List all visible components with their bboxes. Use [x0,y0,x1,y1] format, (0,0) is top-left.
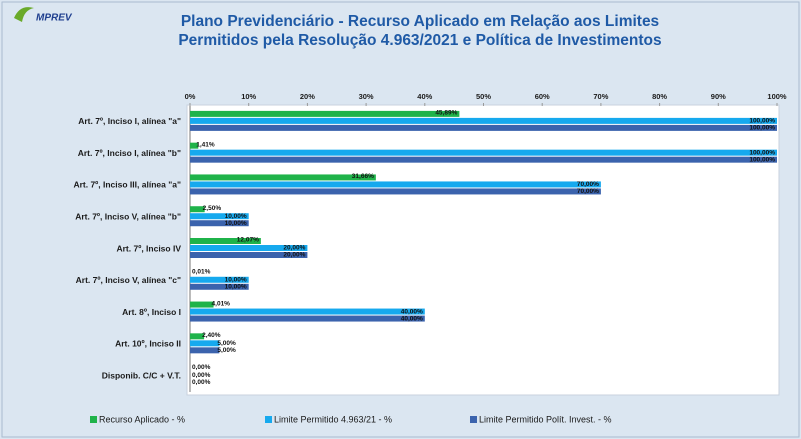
data-label: 0,00% [192,372,211,379]
bar [190,124,777,131]
bar [190,110,460,117]
bar [190,181,601,188]
data-label: 10,00% [225,213,247,220]
data-label: 12,07% [237,237,259,244]
y-tick-label: Art. 8º, Inciso I [122,307,181,317]
bar [190,238,261,244]
x-tick-label: 50% [476,92,491,101]
legend-swatch [265,416,272,423]
bar [190,252,308,258]
y-tick-label: Disponib. C/C + V.T. [102,370,181,380]
data-label: 31,66% [352,173,374,180]
data-label: 10,00% [225,220,247,227]
data-label: 5,00% [217,347,236,354]
bar [190,149,777,156]
legend-label: Limite Permitido 4.963/21 - % [274,414,392,424]
data-label: 2,50% [203,205,222,212]
y-tick-label: Art. 10º, Inciso II [115,339,181,349]
y-tick-label: Art. 7º, Inciso III, alínea "a" [73,180,181,190]
data-label: 2,40% [202,332,221,339]
bar [190,333,205,340]
legend-label: Limite Permitido Polít. Invest. - % [479,414,612,424]
bar [190,142,199,149]
legend-swatch [470,416,477,423]
logo: MPREV [36,13,73,24]
bar [190,220,249,227]
bar [190,156,777,163]
bar [190,340,220,347]
data-label: 45,89% [435,110,457,117]
bar [190,276,249,283]
legend-label: Recurso Aplicado - % [99,414,185,424]
bar [190,308,425,315]
data-label: 0,00% [192,379,211,386]
data-label: 0,01% [192,268,211,275]
data-label: 10,00% [225,283,247,290]
data-label: 100,00% [749,118,775,125]
data-label: 70,00% [577,188,599,195]
x-tick-label: 0% [185,92,196,101]
chart-title: Permitidos pela Resolução 4.963/2021 e P… [178,32,661,49]
bar [190,117,777,124]
data-label: 100,00% [749,156,775,163]
y-tick-label: Art. 7º, Inciso IV [116,243,181,253]
x-tick-label: 80% [652,92,667,101]
bar [190,188,601,195]
bar [190,245,308,251]
bar [190,206,205,213]
x-tick-label: 40% [417,92,432,101]
y-tick-label: Art. 7º, Inciso V, alínea "c" [76,275,181,285]
data-label: 100,00% [749,149,775,156]
y-tick-label: Art. 7º, Inciso V, alínea "b" [75,211,181,221]
data-label: 40,00% [401,308,423,315]
bar [190,174,376,181]
legend-swatch [90,416,97,423]
x-tick-label: 70% [593,92,608,101]
x-tick-label: 90% [711,92,726,101]
x-tick-label: 60% [535,92,550,101]
bar [190,301,214,308]
y-tick-label: Art. 7º, Inciso I, alínea "a" [78,116,181,126]
x-tick-label: 100% [767,92,787,101]
bar [190,347,220,354]
data-label: 5,00% [217,340,236,347]
logo-mark [14,7,34,22]
data-label: 4,01% [212,300,231,307]
bar [190,283,249,290]
data-label: 20,00% [283,252,305,259]
data-label: 70,00% [577,181,599,188]
x-tick-label: 30% [359,92,374,101]
data-label: 10,00% [225,276,247,283]
data-label: 40,00% [401,315,423,322]
x-tick-label: 10% [241,92,256,101]
data-label: 1,41% [196,141,215,148]
bar [190,213,249,220]
data-label: 100,00% [749,125,775,132]
chart-title: Plano Previdenciário - Recurso Aplicado … [181,13,659,30]
data-label: 20,00% [283,245,305,252]
data-label: 0,00% [192,364,211,371]
bar [190,315,425,322]
y-tick-label: Art. 7º, Inciso I, alínea "b" [78,148,181,158]
x-tick-label: 20% [300,92,315,101]
